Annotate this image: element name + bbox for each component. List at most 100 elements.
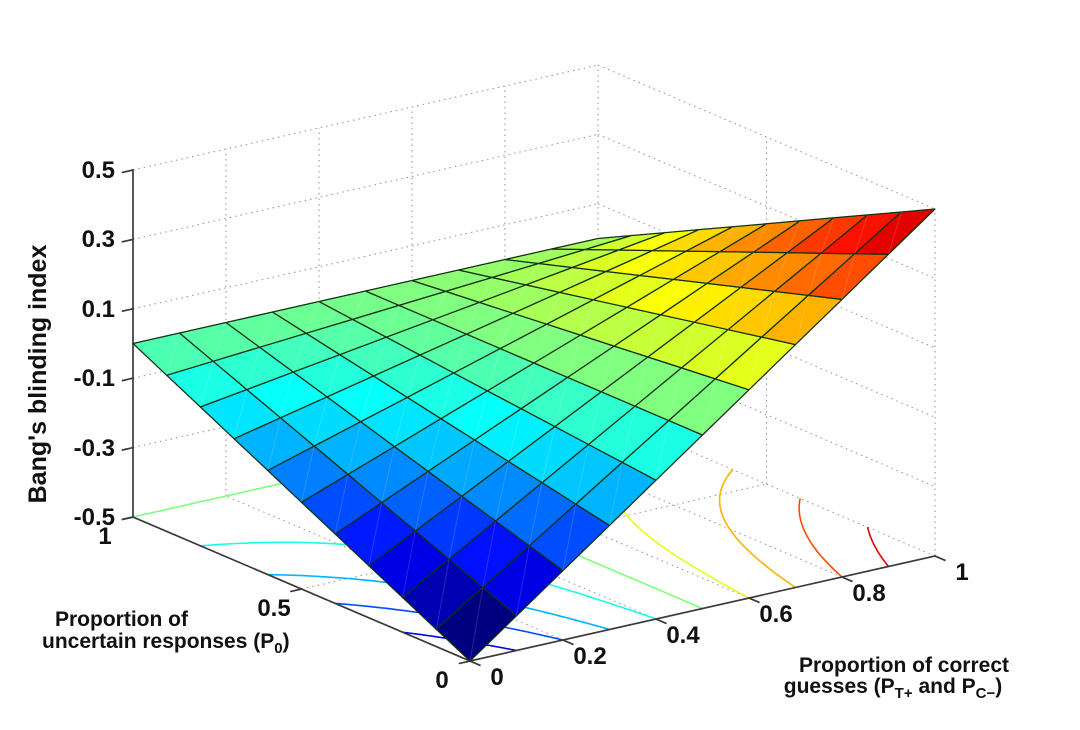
grid-line [597,133,936,279]
facet-seam [702,378,716,436]
z-tick-label: 0.5 [82,157,115,184]
facet-seam [559,267,573,293]
z-tick-label: -0.5 [74,504,115,531]
grid-line [132,64,599,171]
x-axis-label-subscript-c: C− [975,685,996,703]
facet-seam [795,295,809,345]
facet-seam [652,232,666,251]
x-axis-label-text: guesses (P [783,675,895,698]
facet-seam [516,545,530,616]
facet-seam [854,214,869,254]
facet-seam [512,284,527,314]
facet-seam [673,250,687,280]
facet-seam [807,253,822,296]
facet-seam [626,275,641,308]
facet-seam [166,332,180,376]
x-tick-mark [468,659,481,667]
facet-seam [748,337,763,390]
facet-seam [474,390,488,441]
facet-seam [326,354,341,398]
facet-seam [541,426,556,483]
facet-seam [313,396,328,447]
grid-line [597,411,936,557]
y-tick-mark [121,515,135,521]
facet-seam [440,372,455,419]
tick-labels: 0.5 0.3 0.1 -0.1 -0.3 -0.5 0 0.5 1 0 0.2 0.4 0.6 0.8 1 [74,157,969,694]
x-tick-mark [654,617,667,625]
facet-seam [888,211,902,255]
facet-seam [647,314,662,358]
facet-seam [432,291,447,321]
facet-seam [618,235,633,251]
grid-line [597,203,936,349]
grid-line [411,453,750,599]
y-axis-label-line1: Proportion of [55,608,188,631]
facet-seam [727,287,742,330]
facet-seam [786,220,801,253]
facet-seam [613,307,628,347]
x-tick-mark [747,596,760,604]
facet-seam [352,290,366,320]
facet-seam [419,319,434,356]
y-tick-label: 1 [98,523,111,550]
facet-seam [280,371,294,418]
facet-seam [571,249,586,268]
y-tick-label: 0.5 [257,595,290,622]
facet-seam [212,322,227,362]
z-tick-mark [121,168,135,174]
facet-seam [334,474,349,535]
facet-seam [478,277,493,303]
facet-seam [469,587,484,662]
y-axis-label-line2: uncertain responses (P0) [42,631,290,660]
facet-seam [575,444,590,505]
facet-seam [406,354,421,398]
facet-seam [639,250,654,276]
z-tick-mark [121,446,135,451]
facet-seam [525,263,540,286]
facet-seam [520,362,535,409]
facet-seam [246,347,261,390]
x-axis-label-mid: and P [912,675,976,698]
x-axis-label-subscript-t: T+ [894,685,913,703]
facet-seam [495,461,509,522]
facet-seam [820,217,835,254]
contour-line [718,469,796,589]
facet-seam [347,421,362,475]
facet-seam [414,471,429,532]
facet-seam [487,348,501,391]
facet-seam [706,251,721,284]
x-axis-line [468,554,937,663]
facet-seam [685,229,700,252]
facet-seam [528,482,543,546]
facet-seam [461,439,476,497]
grid-line [301,483,767,590]
z-tick-label: 0.1 [82,296,115,323]
facet-seam [381,446,395,503]
facet-seam [305,301,320,334]
x-tick-label: 0 [490,664,503,691]
facet-seam [592,271,607,301]
x-tick-label: 0.6 [759,601,792,628]
facet-seam [740,251,755,288]
facet-seam [339,319,354,355]
z-tick-label: -0.1 [74,365,115,392]
surface-mesh [132,208,936,662]
facet-seam [373,337,387,377]
facet-seam [693,283,708,323]
x-tick-label: 0.8 [852,580,885,607]
surface-facet [854,208,936,255]
facet-seam [368,502,383,566]
grid-line [597,64,936,210]
facet-seam [385,305,400,338]
x-tick-label: 1 [955,559,968,586]
facet-seam [655,420,670,481]
grid-line [318,474,657,620]
facet-seam [199,361,214,408]
facet-seam [841,253,856,300]
facet-seam [507,408,522,462]
facet-seam [621,406,636,463]
x-axis-label-close: ) [995,675,1003,698]
facet-seam [466,302,480,335]
facet-seam [634,356,649,407]
